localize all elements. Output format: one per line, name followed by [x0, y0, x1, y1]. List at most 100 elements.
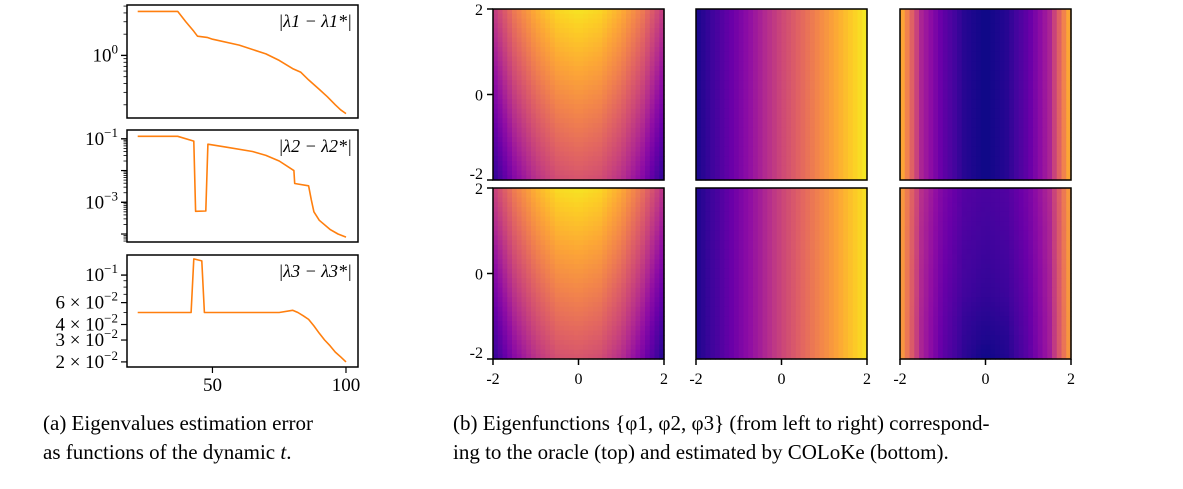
heatmap-cell [550, 28, 556, 34]
heatmap-cell [616, 297, 622, 303]
heatmap-cell [838, 142, 844, 148]
heatmap-cell [947, 161, 953, 167]
heatmap-cell [976, 80, 982, 86]
heatmap-cell [848, 18, 854, 24]
heatmap-cell [900, 80, 906, 86]
heatmap-cell [512, 216, 518, 222]
heatmap-cell [493, 75, 499, 81]
heatmap-cell [715, 18, 721, 24]
heatmap-cell [952, 146, 958, 153]
heatmap-cell [971, 70, 977, 77]
y-tick-label-base: 6 × 10 [55, 293, 104, 314]
heatmap-cell [630, 216, 637, 222]
heatmap-cell [564, 207, 570, 213]
heatmap-cell [824, 89, 830, 96]
heatmap-cell [729, 61, 735, 67]
heatmap-cell [578, 127, 584, 134]
heatmap-cell [540, 259, 546, 265]
heatmap-cell [578, 108, 584, 115]
heatmap-cell [900, 9, 906, 15]
heatmap-cell [569, 51, 575, 58]
heatmap-cell [645, 188, 651, 194]
heatmap-cell [738, 56, 745, 62]
heatmap-cell [616, 259, 622, 265]
heatmap-cell [621, 221, 627, 227]
heatmap-cell [640, 278, 646, 284]
heatmap-cell [810, 85, 816, 91]
heatmap-cell [810, 132, 816, 138]
heatmap-cell [1014, 175, 1020, 181]
heatmap-cell [833, 61, 840, 67]
heatmap-cell [502, 80, 508, 86]
heatmap-cell [635, 283, 641, 289]
heatmap-cell [1004, 47, 1010, 53]
heatmap-cell [635, 9, 641, 15]
heatmap-cell [833, 175, 840, 181]
heatmap-cell [493, 211, 499, 218]
heatmap-cell [933, 123, 939, 129]
heatmap-cell [753, 170, 759, 176]
heatmap-cell [1052, 13, 1058, 20]
heatmap-cell [743, 142, 749, 148]
heatmap-cell [719, 56, 726, 62]
heatmap-cell [734, 161, 740, 167]
heatmap-cell [909, 99, 915, 105]
heatmap-cell [521, 47, 527, 53]
heatmap-cell [573, 89, 580, 96]
heatmap-cell [564, 113, 570, 119]
heatmap-cell [521, 99, 527, 105]
heatmap-cell [829, 123, 835, 129]
heatmap-cell [795, 165, 802, 172]
heatmap-cell [554, 230, 561, 237]
heatmap-cell [791, 9, 797, 15]
heatmap-cell [772, 89, 778, 96]
heatmap-cell [611, 104, 618, 110]
heatmap-cell [497, 230, 504, 237]
heatmap-cell [649, 188, 656, 194]
heatmap-cell [569, 61, 575, 67]
heatmap-cell [786, 89, 792, 96]
heatmap-cell [635, 211, 641, 218]
heatmap-cell [781, 37, 787, 43]
heatmap-cell [545, 292, 551, 298]
heatmap-cell [810, 142, 816, 148]
heatmap-cell [649, 192, 656, 199]
heatmap-cell [772, 61, 778, 67]
heatmap-cell [738, 175, 745, 181]
heatmap-cell [833, 142, 840, 148]
heatmap-cell [976, 18, 982, 24]
heatmap-cell [857, 61, 863, 67]
heatmap-cell [762, 151, 768, 157]
heatmap-cell [588, 226, 594, 232]
heatmap-cell [512, 202, 518, 208]
heatmap-cell [976, 85, 982, 91]
heatmap-cell [862, 66, 868, 72]
heatmap-cell [607, 56, 613, 62]
heatmap-cell [607, 292, 613, 298]
heatmap-cell [531, 175, 537, 181]
heatmap-cell [559, 287, 565, 294]
heatmap-cell [1066, 146, 1072, 153]
heatmap-cell [947, 146, 953, 153]
heatmap-cell [564, 118, 570, 124]
heatmap-cell [554, 156, 561, 162]
heatmap-cell [526, 273, 532, 279]
heatmap-cell [919, 28, 925, 34]
heatmap-cell [1014, 70, 1020, 77]
heatmap-cell [715, 137, 721, 143]
heatmap-cell [507, 306, 513, 313]
heatmap-cell [630, 230, 637, 237]
heatmap-cell [493, 66, 499, 72]
heatmap-cell [554, 170, 561, 176]
heatmap-cell [1033, 142, 1039, 148]
heatmap-cell [824, 165, 830, 172]
heatmap-cell [772, 99, 778, 105]
heatmap-cell [961, 61, 968, 67]
heatmap-cell [753, 61, 759, 67]
heatmap-cell [607, 113, 613, 119]
heatmap-cell [545, 192, 551, 199]
heatmap-cell [640, 306, 646, 313]
heatmap-cell [564, 156, 570, 162]
heatmap-cell [762, 70, 768, 77]
heatmap-cell [559, 51, 565, 58]
